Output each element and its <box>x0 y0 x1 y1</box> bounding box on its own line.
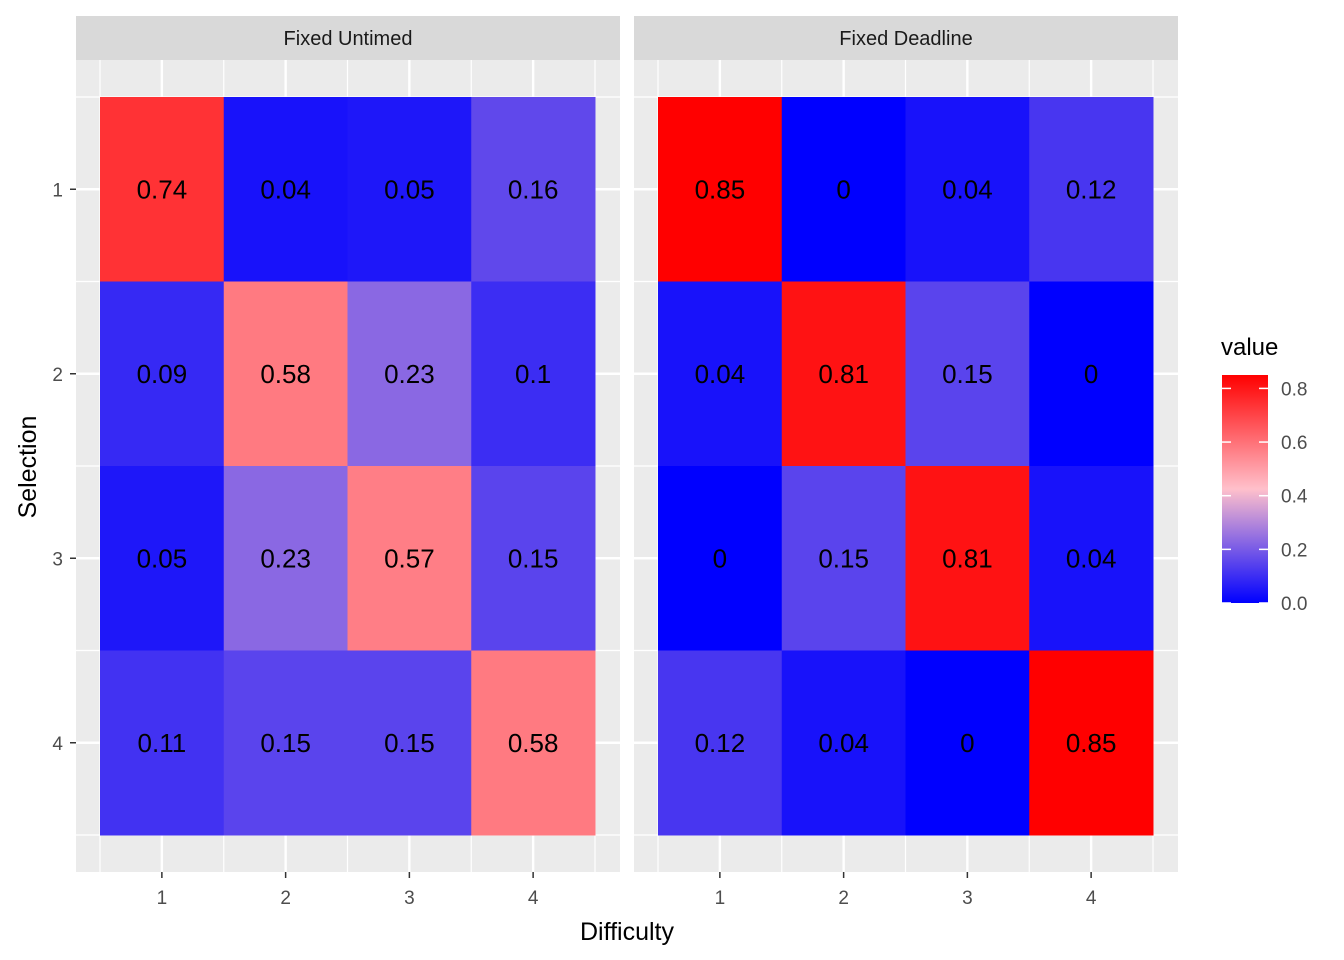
y-axis: 1 2 3 4 <box>52 180 76 755</box>
cell-value-label: 0.04 <box>818 728 869 758</box>
heatmap-cell <box>347 97 472 282</box>
x-axis-title: Difficulty <box>580 918 675 946</box>
heatmap-cell <box>347 650 472 836</box>
cell-value-label: 0.04 <box>695 359 746 389</box>
legend-title: value <box>1221 334 1278 361</box>
legend-tick-label: 0.6 <box>1281 433 1307 454</box>
cell-value-label: 0.15 <box>260 728 311 758</box>
cell-value-label: 0.16 <box>508 174 559 204</box>
facet-strip <box>76 16 620 60</box>
cell-value-label: 0.11 <box>138 728 187 758</box>
cell-value-label: 0.04 <box>1066 543 1117 573</box>
heatmap-cell <box>100 466 225 651</box>
heatmap-cell <box>471 281 596 467</box>
cell-value-label: 0.15 <box>384 728 435 758</box>
heatmap-cell <box>1029 466 1154 651</box>
heatmap-cell <box>781 281 906 467</box>
heatmap-cell <box>471 466 596 651</box>
cell-value-label: 0 <box>713 543 727 573</box>
color-legend: value 0.0 0.2 0.4 0.6 0.8 <box>1221 334 1308 615</box>
cell-value-label: 0.15 <box>942 359 993 389</box>
x-tick-label: 2 <box>280 888 291 909</box>
y-tick-label: 1 <box>52 180 63 201</box>
heatmap-cell <box>905 466 1030 651</box>
x-tick-label: 3 <box>962 888 973 909</box>
cell-value-label: 0 <box>960 728 974 758</box>
cell-value-label: 0.04 <box>260 174 311 204</box>
heatmap-cell <box>100 281 225 467</box>
cell-value-label: 0.1 <box>515 359 551 389</box>
cell-value-label: 0.23 <box>260 543 311 573</box>
facet-panels: Fixed Untimed 0.74 0.04 0.05 0.16 0.09 0.58 0.2… <box>76 16 1178 909</box>
cell-value-label: 0.15 <box>508 543 559 573</box>
x-tick-label: 1 <box>715 888 726 909</box>
cell-value-label: 0.74 <box>137 174 188 204</box>
cell-value-label: 0.57 <box>384 543 435 573</box>
legend-tick-label: 0.0 <box>1281 594 1307 615</box>
legend-colorbar <box>1222 375 1268 603</box>
cell-value-label: 0.12 <box>695 728 746 758</box>
legend-tick-label: 0.4 <box>1281 487 1308 508</box>
heatmap-cell <box>658 281 783 467</box>
x-tick-label: 4 <box>1086 888 1097 909</box>
x-tick-label: 2 <box>838 888 849 909</box>
heatmap-cell <box>658 466 783 651</box>
heatmap-cell <box>1029 650 1154 836</box>
facet-strip-label: Fixed Untimed <box>284 28 413 50</box>
x-tick-label: 1 <box>157 888 168 909</box>
heatmap-cell <box>1029 281 1154 467</box>
cell-value-label: 0.05 <box>137 543 188 573</box>
legend-tick-label: 0.2 <box>1281 540 1307 561</box>
x-tick-label: 4 <box>528 888 539 909</box>
cell-value-label: 0.81 <box>942 543 993 573</box>
cell-value-label: 0.09 <box>137 359 188 389</box>
heatmap-cell <box>471 97 596 282</box>
cell-value-label: 0.04 <box>942 174 993 204</box>
cell-value-label: 0.05 <box>384 174 435 204</box>
heatmap-cell <box>781 97 906 282</box>
cell-value-label: 0.23 <box>384 359 435 389</box>
facet-panel: Fixed Deadline 0.85 0 0.04 0.12 0.04 0.81 0.15 0… <box>634 16 1178 909</box>
heatmap-cell <box>905 650 1030 836</box>
cell-value-label: 0.85 <box>1066 728 1117 758</box>
cell-value-label: 0.81 <box>818 359 869 389</box>
heatmap-cell <box>781 650 906 836</box>
heatmap-cell <box>223 650 348 836</box>
y-axis-title: Selection <box>14 416 42 519</box>
facet-strip <box>634 16 1178 60</box>
heatmap-cell <box>223 466 348 651</box>
heatmap-cell <box>781 466 906 651</box>
heatmap-cell <box>100 650 225 836</box>
cell-value-label: 0.58 <box>260 359 311 389</box>
y-tick-label: 2 <box>52 365 63 386</box>
heatmap-cell <box>223 281 348 467</box>
heatmap-cell <box>1029 97 1154 282</box>
heatmap-cell <box>905 281 1030 467</box>
heatmap-cell <box>347 281 472 467</box>
x-tick-label: 3 <box>404 888 415 909</box>
legend-tick-label: 0.8 <box>1281 379 1307 400</box>
heatmap-cell <box>658 97 783 282</box>
heatmap-cell <box>658 650 783 836</box>
facet-panel: Fixed Untimed 0.74 0.04 0.05 0.16 0.09 0.58 0.2… <box>76 16 620 909</box>
cell-value-label: 0.15 <box>818 543 869 573</box>
heatmap-cell <box>100 97 225 282</box>
cell-value-label: 0 <box>836 174 850 204</box>
cell-value-label: 0.12 <box>1066 174 1117 204</box>
cell-value-label: 0 <box>1084 359 1098 389</box>
y-tick-label: 4 <box>52 734 63 755</box>
y-tick-label: 3 <box>52 549 63 570</box>
heatmap-cell <box>223 97 348 282</box>
cell-value-label: 0.85 <box>695 174 746 204</box>
heatmap-cell <box>347 466 472 651</box>
heatmap-cell <box>471 650 596 836</box>
cell-value-label: 0.58 <box>508 728 559 758</box>
heatmap-cell <box>905 97 1030 282</box>
facet-strip-label: Fixed Deadline <box>839 28 972 50</box>
